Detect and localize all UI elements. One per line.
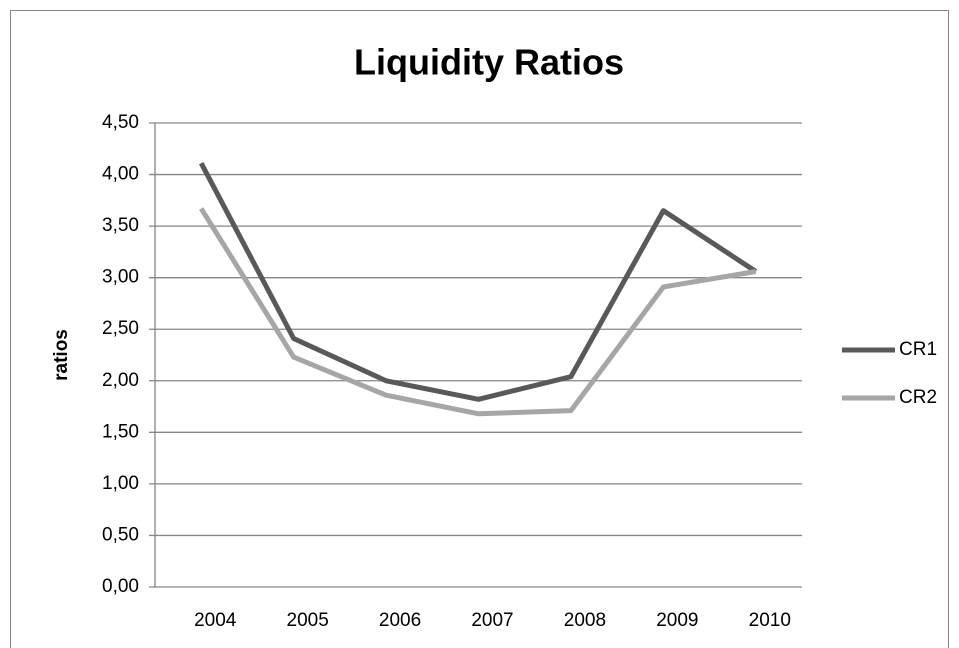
legend-label: CR1 xyxy=(899,339,937,360)
x-tick-label: 2006 xyxy=(379,610,421,631)
x-tick-label: 2005 xyxy=(287,610,329,631)
y-tick-label: 0,00 xyxy=(102,576,139,597)
y-tick-label: 2,50 xyxy=(102,318,139,339)
x-tick-label: 2010 xyxy=(749,610,791,631)
y-tick-label: 1,50 xyxy=(102,421,139,442)
x-tick-label: 2008 xyxy=(564,610,606,631)
chart-title: Liquidity Ratios xyxy=(354,42,624,83)
legend-label: CR2 xyxy=(899,387,937,408)
data-line xyxy=(199,207,757,417)
x-tick-label: 2007 xyxy=(471,610,513,631)
y-tick-label: 0,50 xyxy=(102,524,139,545)
y-tick-label: 1,00 xyxy=(102,473,139,494)
y-tick-label: 4,50 xyxy=(102,112,139,133)
y-axis-label: ratios xyxy=(51,329,72,381)
y-tick-label: 3,50 xyxy=(102,215,139,236)
y-tick-label: 3,00 xyxy=(102,267,139,288)
x-tick-label: 2009 xyxy=(656,610,698,631)
y-tick-label: 4,00 xyxy=(102,164,139,185)
y-tick-label: 2,00 xyxy=(102,370,139,391)
data-line xyxy=(199,162,758,402)
x-tick-label: 2004 xyxy=(194,610,237,631)
